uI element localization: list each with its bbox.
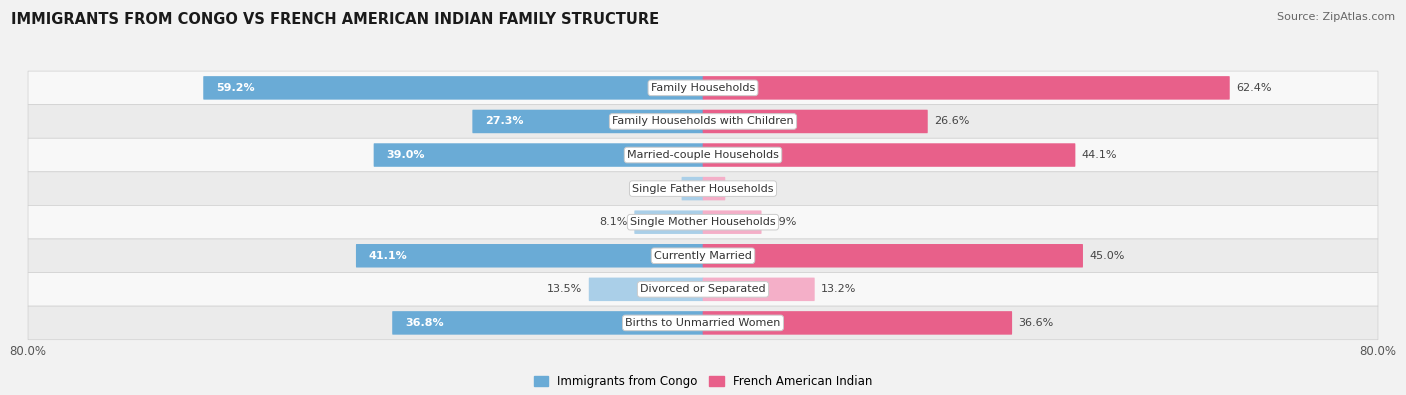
FancyBboxPatch shape [28,273,1378,306]
Text: 26.6%: 26.6% [934,117,970,126]
Text: 2.5%: 2.5% [647,184,675,194]
FancyBboxPatch shape [472,110,703,133]
FancyBboxPatch shape [703,110,928,133]
FancyBboxPatch shape [356,244,703,267]
FancyBboxPatch shape [682,177,703,200]
Text: 41.1%: 41.1% [368,251,408,261]
FancyBboxPatch shape [589,278,703,301]
Text: Single Father Households: Single Father Households [633,184,773,194]
Text: IMMIGRANTS FROM CONGO VS FRENCH AMERICAN INDIAN FAMILY STRUCTURE: IMMIGRANTS FROM CONGO VS FRENCH AMERICAN… [11,12,659,27]
Text: 59.2%: 59.2% [217,83,254,93]
FancyBboxPatch shape [703,143,1076,167]
FancyBboxPatch shape [703,244,1083,267]
Text: Family Households: Family Households [651,83,755,93]
Text: 6.9%: 6.9% [768,217,796,227]
FancyBboxPatch shape [28,71,1378,105]
Text: 8.1%: 8.1% [599,217,628,227]
FancyBboxPatch shape [28,138,1378,172]
FancyBboxPatch shape [703,76,1230,100]
FancyBboxPatch shape [28,172,1378,205]
FancyBboxPatch shape [703,177,725,200]
FancyBboxPatch shape [374,143,703,167]
Text: 62.4%: 62.4% [1236,83,1271,93]
Text: Single Mother Households: Single Mother Households [630,217,776,227]
FancyBboxPatch shape [392,311,703,335]
Text: 13.5%: 13.5% [547,284,582,294]
FancyBboxPatch shape [28,205,1378,239]
Legend: Immigrants from Congo, French American Indian: Immigrants from Congo, French American I… [529,371,877,393]
FancyBboxPatch shape [703,211,762,234]
FancyBboxPatch shape [28,239,1378,273]
Text: Currently Married: Currently Married [654,251,752,261]
Text: 13.2%: 13.2% [821,284,856,294]
Text: 39.0%: 39.0% [387,150,425,160]
FancyBboxPatch shape [703,278,814,301]
Text: 27.3%: 27.3% [485,117,524,126]
Text: Married-couple Households: Married-couple Households [627,150,779,160]
Text: 36.6%: 36.6% [1018,318,1053,328]
FancyBboxPatch shape [28,306,1378,340]
FancyBboxPatch shape [634,211,703,234]
Text: 45.0%: 45.0% [1090,251,1125,261]
FancyBboxPatch shape [28,105,1378,138]
Text: Divorced or Separated: Divorced or Separated [640,284,766,294]
Text: Family Households with Children: Family Households with Children [612,117,794,126]
Text: Births to Unmarried Women: Births to Unmarried Women [626,318,780,328]
Text: 2.6%: 2.6% [731,184,761,194]
FancyBboxPatch shape [703,311,1012,335]
Text: 44.1%: 44.1% [1081,150,1118,160]
FancyBboxPatch shape [204,76,703,100]
Text: Source: ZipAtlas.com: Source: ZipAtlas.com [1277,12,1395,22]
Text: 36.8%: 36.8% [405,318,444,328]
